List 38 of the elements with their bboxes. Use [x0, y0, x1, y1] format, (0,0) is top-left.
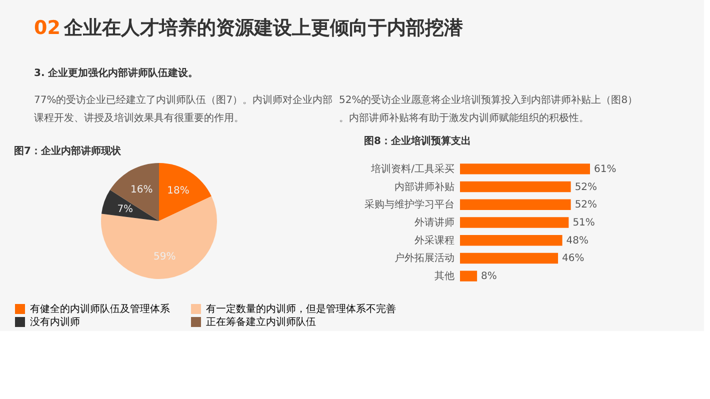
data-label: 46%: [562, 253, 584, 264]
data-label: 16%: [130, 184, 153, 196]
y-tick-label: 外采课程: [414, 234, 454, 246]
data-label: 51%: [572, 218, 595, 228]
bar: [460, 235, 562, 246]
chart-title: 图8：企业培训预算支出: [364, 135, 471, 147]
y-tick-label: 培训资料/工具采买: [370, 162, 454, 175]
y-tick-label: 其他: [434, 270, 454, 282]
chart-title: 图7：企业内部讲师现状: [14, 145, 122, 157]
legend-label: 没有内训师: [30, 316, 80, 328]
y-tick-label: 户外拓展活动: [394, 252, 454, 264]
data-label: 48%: [566, 235, 589, 246]
legend-label: 正在筹备建立内训师队伍: [206, 316, 316, 328]
pie-slice: [101, 196, 217, 279]
text: 77%的受访企业已经建立了内训师队伍（图7）。内训师对企业内部课程开发、讲授及培训效果具有很重要的作用。: [34, 94, 333, 124]
data-label: 59%: [154, 252, 176, 263]
data-label: 52%: [574, 200, 598, 211]
legend-label: 有一定数量的内训师，但是管理体系不完善: [206, 303, 396, 315]
data-label: 7%: [117, 204, 134, 215]
y-tick-label: 内部讲师补贴: [394, 180, 454, 193]
text: 52%的受访企业愿意将企业培训预算投入到内部讲师补贴上（图8）。内部讲师补贴将有助于激发内训师赋能组织的积极性。: [339, 94, 638, 124]
data-label: 61%: [594, 164, 616, 175]
data-label: 8%: [481, 271, 497, 282]
bar: [460, 199, 571, 210]
data-label: 52%: [574, 182, 598, 193]
bar: [460, 252, 558, 264]
pie-slice: [110, 163, 159, 221]
pie-slice: [159, 163, 212, 221]
text: 3. 企业更加强化内部讲师队伍建设。: [34, 67, 198, 79]
y-tick-label: 采购与维护学习平台: [364, 198, 454, 211]
legend-label: 有健全的内训师队伍及管理体系: [30, 303, 170, 315]
bar: [460, 217, 569, 228]
bar: [460, 164, 590, 174]
bar: [460, 270, 478, 282]
y-tick-label: 外请讲师: [414, 216, 454, 228]
bar: [460, 181, 571, 192]
text: 02 企业在人才培养的资源建设上更倾向于内部挖潜: [34, 17, 463, 39]
data-label: 18%: [167, 186, 190, 197]
